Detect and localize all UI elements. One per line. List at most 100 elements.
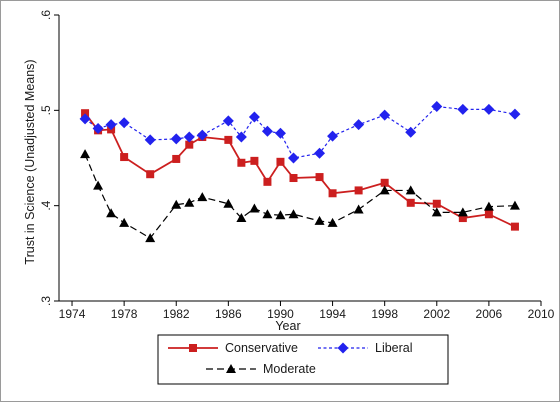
conservative-point <box>510 222 519 231</box>
legend-swatch-marker <box>189 344 197 352</box>
conservative-point <box>250 156 259 165</box>
moderate-point <box>106 208 117 218</box>
x-axis-title: Year <box>275 319 300 333</box>
liberal-point <box>79 113 91 125</box>
moderate-point <box>197 192 208 202</box>
conservative-line <box>84 112 516 228</box>
liberal-point <box>431 101 443 113</box>
x-tick-label: 2010 <box>528 307 555 321</box>
moderate-point <box>249 203 260 213</box>
legend-item-conservative: Conservative <box>168 341 298 355</box>
moderate-point <box>119 217 130 227</box>
liberal-point <box>196 129 208 141</box>
liberal-point <box>509 108 521 120</box>
moderate-point <box>223 198 234 208</box>
liberal-point <box>457 103 469 115</box>
moderate-point <box>509 200 520 210</box>
liberal-point <box>483 103 495 115</box>
moderate-point <box>431 207 442 217</box>
liberal-point <box>261 125 273 137</box>
liberal-point <box>144 134 156 146</box>
y-tick-label: .4 <box>39 200 53 210</box>
legend-box <box>157 334 449 385</box>
liberal-point <box>105 119 117 131</box>
liberal-point <box>274 127 286 139</box>
moderate-point <box>145 233 156 243</box>
conservative-point <box>458 214 467 223</box>
moderate-point <box>171 199 182 209</box>
liberal-point <box>118 117 130 129</box>
conservative-point <box>406 198 415 207</box>
x-tick-label: 1998 <box>371 307 398 321</box>
x-tick-label: 1982 <box>163 307 190 321</box>
conservative-point <box>237 158 246 167</box>
liberal-point <box>235 131 247 143</box>
conservative-point <box>432 199 441 208</box>
moderate-point <box>483 201 494 211</box>
x-tick-label: 1978 <box>111 307 138 321</box>
conservative-point <box>484 210 493 219</box>
conservative-point <box>354 186 363 195</box>
liberal-line <box>84 105 516 159</box>
x-tick-label: 1986 <box>215 307 242 321</box>
moderate-point <box>353 204 364 214</box>
liberal-point <box>353 119 365 131</box>
conservative-point <box>81 109 90 118</box>
conservative-point <box>328 189 337 198</box>
liberal-point <box>222 115 234 127</box>
y-axis-title: Trust in Science (Unadjusted Means) <box>23 59 37 264</box>
y-tick-label: .3 <box>39 296 53 306</box>
moderate-point <box>236 213 247 223</box>
y-tick-label: .6 <box>39 10 53 20</box>
legend: Conservative Liberal Moderate <box>157 334 449 385</box>
liberal-point <box>183 131 195 143</box>
x-tick-label: 1974 <box>59 307 86 321</box>
x-tick-label: 1990 <box>267 307 294 321</box>
conservative-point <box>276 157 285 166</box>
y-tick-label: .5 <box>39 105 53 115</box>
liberal-point <box>287 152 299 164</box>
moderate-point <box>93 180 104 190</box>
conservative-point <box>172 154 181 163</box>
moderate-point <box>262 209 273 219</box>
axes: 1974 1978 1982 1986 1990 1994 1998 2002 2006 2010… <box>39 10 555 321</box>
moderate-point <box>275 210 286 220</box>
moderate-line <box>84 153 515 239</box>
series-liberal <box>79 101 521 164</box>
moderate-point <box>184 197 195 207</box>
liberal-point <box>379 109 391 121</box>
moderate-point <box>379 185 390 195</box>
moderate-point <box>327 217 338 227</box>
moderate-point <box>457 207 468 217</box>
conservative-point <box>224 135 233 144</box>
moderate-point <box>314 215 325 225</box>
liberal-point <box>327 130 339 142</box>
liberal-point <box>405 126 417 138</box>
conservative-point <box>185 140 194 149</box>
legend-item-moderate: Moderate <box>206 362 316 376</box>
series-layer <box>79 101 521 243</box>
x-tick-label: 2006 <box>476 307 503 321</box>
moderate-point <box>80 149 91 159</box>
liberal-point <box>314 147 326 159</box>
liberal-point <box>248 111 260 123</box>
conservative-point <box>380 178 389 187</box>
conservative-point <box>146 170 155 179</box>
legend-swatch-marker <box>337 342 349 354</box>
moderate-point <box>405 185 416 195</box>
liberal-point <box>92 122 104 134</box>
legend-item-liberal: Liberal <box>318 341 413 355</box>
legend-label: Moderate <box>263 362 316 376</box>
liberal-point <box>170 133 182 145</box>
series-conservative <box>81 109 519 231</box>
moderate-point <box>288 209 299 219</box>
x-tick-label: 1994 <box>319 307 346 321</box>
legend-label: Conservative <box>225 341 298 355</box>
x-tick-label: 2002 <box>423 307 450 321</box>
legend-label: Liberal <box>375 341 413 355</box>
conservative-point <box>120 153 129 162</box>
series-moderate <box>80 149 520 243</box>
legend-swatch-marker <box>226 364 236 373</box>
conservative-point <box>289 174 298 183</box>
